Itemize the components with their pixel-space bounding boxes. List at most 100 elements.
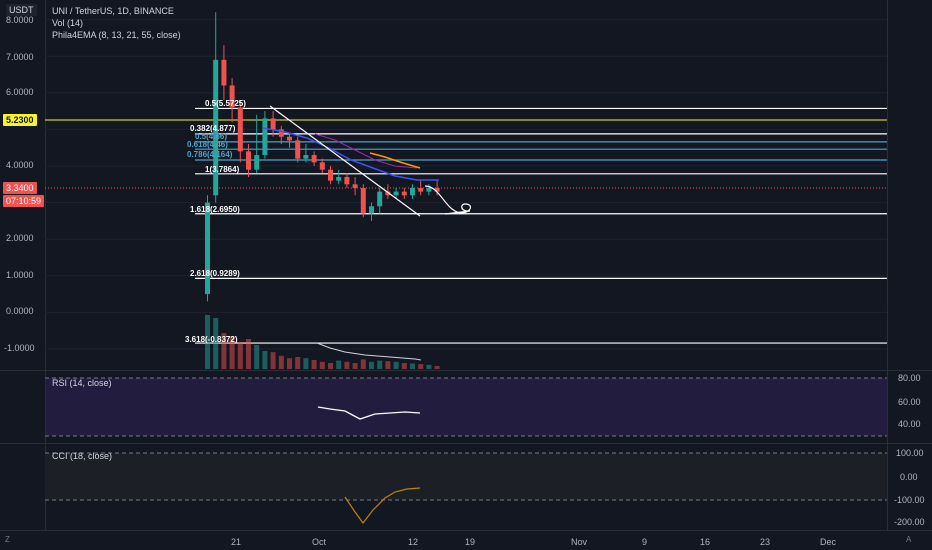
time-label: 23 xyxy=(760,537,771,547)
volume-bar xyxy=(410,363,415,369)
candle-body xyxy=(254,155,260,170)
price-pane[interactable]: USDT 8.0000 7.0000 6.0000 4.0000 2.0000 … xyxy=(0,0,932,370)
candle-body xyxy=(213,59,219,196)
volume-bar xyxy=(270,352,276,369)
volume-bar xyxy=(303,358,309,369)
candle-body xyxy=(229,85,235,108)
volume-bar xyxy=(254,345,260,369)
volume-bar xyxy=(311,360,317,369)
price-chart-svg xyxy=(45,12,887,369)
volume-bar xyxy=(352,363,358,369)
fib-label: 1.618(2.6950) xyxy=(190,205,240,214)
price-tick: 7.0000 xyxy=(6,52,34,62)
price-plot[interactable]: UNI / TetherUS, 1D, BINANCE Vol (14) Phi… xyxy=(45,0,887,370)
volume-bar xyxy=(205,315,210,369)
candle-body xyxy=(221,59,227,86)
candle-body xyxy=(401,191,407,196)
pane-separator[interactable] xyxy=(0,370,932,371)
candle-body xyxy=(311,155,317,163)
volume-bar xyxy=(295,357,301,369)
price-tick: 1.0000 xyxy=(6,270,34,280)
volume-bar xyxy=(221,333,227,369)
time-label: 21 xyxy=(231,537,242,547)
time-label: 19 xyxy=(465,537,476,547)
fib-label: 0.618(4.46) xyxy=(187,140,228,149)
fib-label: 2.618(0.9289) xyxy=(190,269,240,278)
fib-label: 0.5(4.66) xyxy=(195,132,228,141)
candle-body xyxy=(426,187,432,192)
ema-legend[interactable]: Phila4EMA (8, 13, 21, 55, close) xyxy=(52,30,181,40)
cci-tick: -100.00 xyxy=(894,495,925,505)
cci-tick: -200.00 xyxy=(894,517,925,527)
volume-bar xyxy=(262,351,268,369)
volume-bar xyxy=(401,363,407,369)
cci-legend[interactable]: CCI (18, close) xyxy=(52,451,113,461)
volume-bar xyxy=(336,360,342,369)
rsi-line xyxy=(317,406,421,420)
candle-body xyxy=(270,118,276,130)
volume-bar xyxy=(434,366,440,369)
auto-scale-button[interactable]: A xyxy=(906,535,912,544)
cci-tick: 0.00 xyxy=(900,472,918,482)
ema-line-blue xyxy=(262,127,439,181)
candle-body xyxy=(278,129,284,137)
zoom-icon[interactable]: Z xyxy=(5,535,10,544)
volume-bar xyxy=(344,361,350,369)
time-label: Nov xyxy=(571,537,588,547)
volume-bar xyxy=(393,361,399,369)
cci-plot[interactable]: CCI (18, close) xyxy=(45,444,887,530)
cci-pane[interactable]: CCI (18, close) 100.00 0.00 -100.00 -200… xyxy=(0,444,932,530)
fib-label: 3.618(-0.8372) xyxy=(185,335,238,344)
vol-legend[interactable]: Vol (14) xyxy=(52,18,84,28)
cci-band xyxy=(45,453,887,500)
volume-bar xyxy=(418,364,424,369)
candles xyxy=(205,12,440,302)
candle-body xyxy=(237,107,243,152)
candle-body xyxy=(205,202,210,295)
pane-separator[interactable] xyxy=(0,443,932,444)
rsi-axis[interactable]: 80.00 60.00 40.00 xyxy=(887,371,932,443)
time-label: 12 xyxy=(408,537,419,547)
rsi-pane[interactable]: RSI (14, close) 80.00 60.00 40.00 xyxy=(0,371,932,443)
volume-bar xyxy=(328,363,333,369)
candle-body xyxy=(393,191,399,196)
cci-tick: 100.00 xyxy=(896,448,924,458)
currency-badge[interactable]: USDT xyxy=(6,4,37,16)
price-tick: -1.0000 xyxy=(4,343,35,353)
volume-bar xyxy=(385,361,391,369)
price-tick: 2.0000 xyxy=(6,233,34,243)
fib-label: 0.382(4.877) xyxy=(190,124,236,133)
cci-axis[interactable]: 100.00 0.00 -100.00 -200.00 xyxy=(887,444,932,530)
volume-bar xyxy=(246,339,251,369)
cci-left-axis xyxy=(0,444,46,530)
fib-label: 0.5(5.5725) xyxy=(205,99,246,108)
chart-legend[interactable]: UNI / TetherUS, 1D, BINANCE Vol (14) Phi… xyxy=(52,5,181,41)
ema-line-orange xyxy=(369,152,421,169)
volume-bar xyxy=(213,318,219,369)
candle-body xyxy=(246,151,251,170)
candle-body xyxy=(262,118,268,156)
projection-arrow xyxy=(424,185,472,215)
cci-svg xyxy=(45,452,887,525)
volume-bars xyxy=(205,315,440,369)
time-axis[interactable]: Z A xyxy=(0,531,932,550)
volume-bar xyxy=(229,336,235,369)
volume-bar xyxy=(377,360,383,369)
rsi-tick: 80.00 xyxy=(898,373,921,383)
grid xyxy=(45,19,887,350)
current-price-tag: 3.3400 xyxy=(3,182,37,194)
volume-bar xyxy=(287,358,292,369)
fib-label: 0.786(4.164) xyxy=(187,150,233,159)
price-tick: 6.0000 xyxy=(6,87,34,97)
rsi-plot[interactable]: RSI (14, close) xyxy=(45,371,887,443)
candle-body xyxy=(385,191,391,196)
cci-line xyxy=(344,487,421,525)
symbol-line[interactable]: UNI / TetherUS, 1D, BINANCE xyxy=(52,6,174,16)
time-label: 16 xyxy=(700,537,711,547)
rsi-legend[interactable]: RSI (14, close) xyxy=(52,378,112,388)
fib-lines xyxy=(195,107,887,344)
countdown-tag: 07:10:59 xyxy=(3,195,45,207)
volume-bar xyxy=(319,361,325,369)
price-axis[interactable]: USDT 8.0000 7.0000 6.0000 4.0000 2.0000 … xyxy=(0,0,46,370)
right-axis[interactable] xyxy=(887,0,932,370)
